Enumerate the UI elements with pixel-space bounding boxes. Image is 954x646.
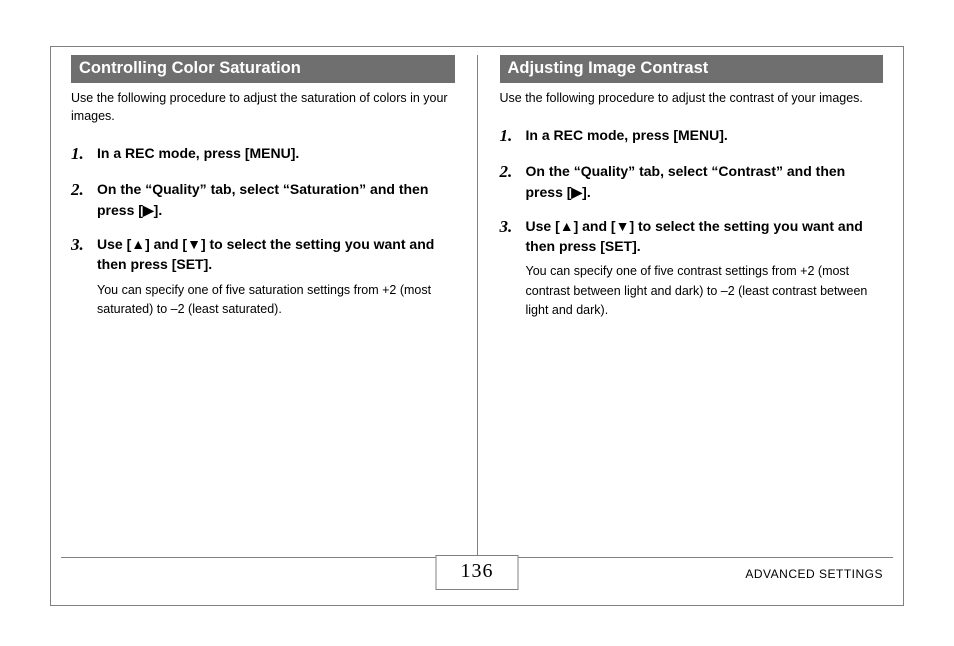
intro-text-left: Use the following procedure to adjust th… [71,89,455,125]
step-text: On the “Quality” tab, select “Saturation… [97,179,455,220]
section-header-contrast: Adjusting Image Contrast [500,55,884,83]
step-item: 2. On the “Quality” tab, select “Contras… [500,161,884,202]
step-text: On the “Quality” tab, select “Contrast” … [526,161,884,202]
steps-list-right: 1. In a REC mode, press [MENU]. 2. On th… [500,125,884,334]
step-item: 3. Use [▲] and [▼] to select the setting… [500,216,884,321]
step-number: 2. [71,179,97,201]
intro-text-right: Use the following procedure to adjust th… [500,89,884,107]
step-number: 1. [71,143,97,165]
step-number: 2. [500,161,526,183]
left-column: Controlling Color Saturation Use the fol… [61,55,477,557]
step-item: 2. On the “Quality” tab, select “Saturat… [71,179,455,220]
columns-wrap: Controlling Color Saturation Use the fol… [61,55,893,557]
step-item: 3. Use [▲] and [▼] to select the setting… [71,234,455,319]
step-number: 3. [500,216,526,238]
step-subtext: You can specify one of five saturation s… [97,281,455,320]
step-number: 3. [71,234,97,256]
step-subtext: You can specify one of five contrast set… [526,262,884,320]
right-column: Adjusting Image Contrast Use the followi… [478,55,894,557]
page-frame: Controlling Color Saturation Use the fol… [50,46,904,606]
footer-section-label: ADVANCED SETTINGS [745,567,883,581]
step-text: In a REC mode, press [MENU]. [97,143,455,163]
step-item: 1. In a REC mode, press [MENU]. [500,125,884,147]
section-header-saturation: Controlling Color Saturation [71,55,455,83]
step-text: In a REC mode, press [MENU]. [526,125,884,145]
step-number: 1. [500,125,526,147]
steps-list-left: 1. In a REC mode, press [MENU]. 2. On th… [71,143,455,333]
step-item: 1. In a REC mode, press [MENU]. [71,143,455,165]
page-number-box: 136 [436,555,519,590]
page-footer: 136 ADVANCED SETTINGS [61,557,893,601]
step-text: Use [▲] and [▼] to select the setting yo… [526,216,884,257]
step-text: Use [▲] and [▼] to select the setting yo… [97,234,455,275]
